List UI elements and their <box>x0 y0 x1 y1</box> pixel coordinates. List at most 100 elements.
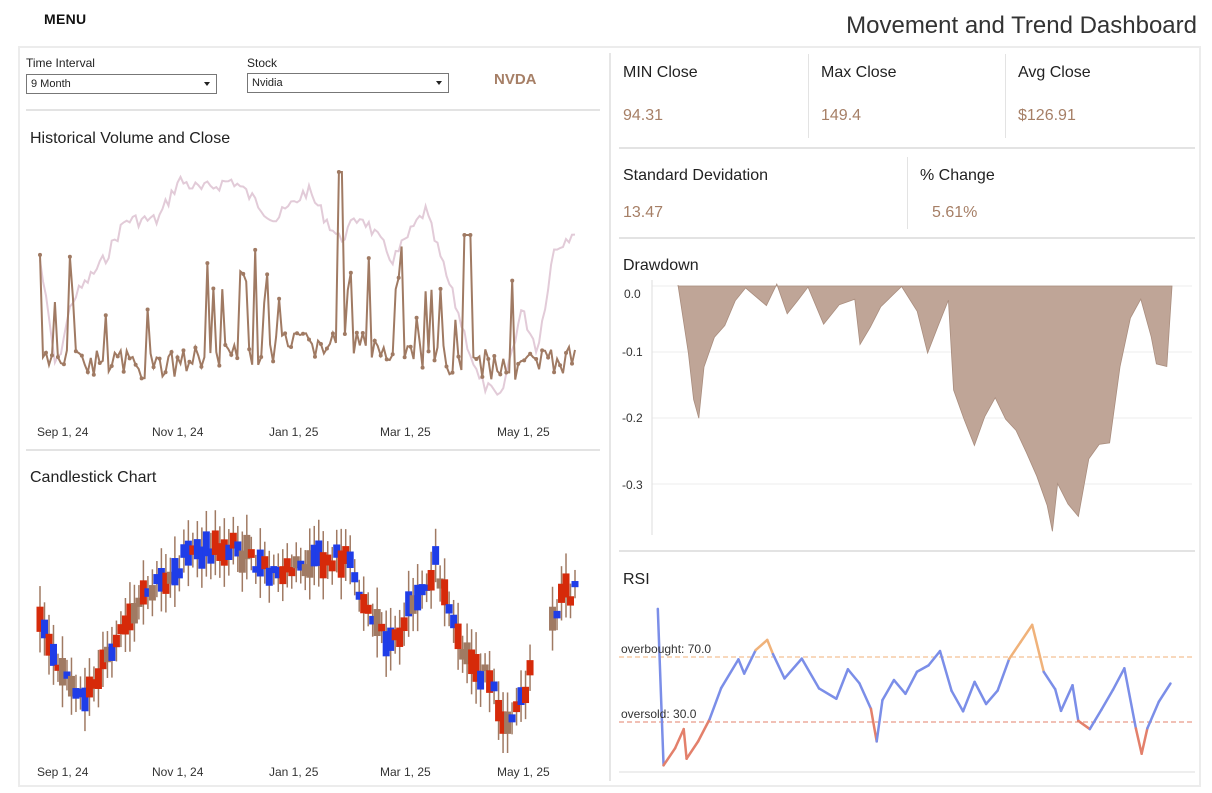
rsi-segment <box>1019 623 1034 644</box>
y-tick-label: -0.3 <box>622 478 643 492</box>
candle-body <box>427 569 435 591</box>
rsi-segment <box>1111 667 1126 692</box>
candle-body <box>180 544 188 558</box>
candle-body <box>459 649 467 660</box>
close-point <box>396 275 401 280</box>
close-point <box>67 254 72 259</box>
candle-body <box>99 649 107 670</box>
close-point <box>151 365 156 370</box>
rsi-segment <box>892 678 907 696</box>
close-point <box>486 356 491 361</box>
candle-body <box>126 603 134 631</box>
candle-body <box>108 643 116 661</box>
close-point <box>522 358 527 363</box>
candle-body <box>409 595 417 614</box>
candle-body <box>351 572 359 583</box>
candle-body <box>301 564 309 577</box>
close-point <box>139 376 144 381</box>
menu-button[interactable]: MENU <box>44 11 87 27</box>
kpi-min-close-value: 94.31 <box>623 107 664 124</box>
rsi-segment <box>1042 670 1057 691</box>
close-point <box>169 349 174 354</box>
close-point <box>181 348 186 353</box>
rsi-title: RSI <box>623 571 650 588</box>
rsi-segment <box>662 747 677 767</box>
close-point <box>420 365 425 370</box>
x-tick-label: Jan 1, 25 <box>269 765 319 779</box>
close-point <box>534 357 539 362</box>
ticker-symbol: NVDA <box>494 71 537 88</box>
stock-select[interactable]: Nvidia <box>247 73 449 93</box>
candle-body <box>441 579 449 606</box>
y-tick-label: -0.1 <box>622 345 643 359</box>
candle-body <box>468 649 476 675</box>
close-point <box>360 330 365 335</box>
rsi-segment <box>696 717 711 743</box>
candle-body <box>324 554 332 566</box>
close-point <box>450 370 455 375</box>
candle-body <box>328 560 336 572</box>
time-interval-select[interactable]: 9 Month <box>26 74 217 94</box>
close-point <box>217 363 222 368</box>
close-point <box>498 372 503 377</box>
rsi-segment <box>737 658 746 675</box>
close-point <box>211 286 216 291</box>
vertical-divider <box>609 53 611 781</box>
kpi-avg-close-value: $126.91 <box>1018 107 1076 124</box>
close-point <box>564 350 569 355</box>
close-point <box>241 271 246 276</box>
candle-body <box>94 668 102 689</box>
close-point <box>79 353 84 358</box>
candle-body <box>490 681 498 692</box>
candle-body <box>450 614 458 629</box>
candle-body <box>198 546 206 569</box>
candle-body <box>396 627 404 647</box>
candle-body <box>369 615 377 625</box>
candlestick-chart <box>36 510 579 754</box>
close-point <box>271 359 276 364</box>
rsi-segment <box>938 649 953 693</box>
candle-body <box>90 679 98 689</box>
y-tick-label: -0.2 <box>622 411 643 425</box>
candle-body <box>315 540 323 566</box>
rsi-segment <box>915 664 930 673</box>
rsi-segment <box>984 689 999 706</box>
close-point <box>97 360 102 365</box>
drawdown-area <box>677 283 1173 532</box>
kpi-pct-change-label: % Change <box>920 167 995 184</box>
close-point <box>468 233 473 237</box>
rsi-segment <box>846 668 861 685</box>
close-point <box>378 353 383 358</box>
rsi-segment <box>927 649 942 667</box>
close-point <box>492 354 497 359</box>
rsi-segment <box>1100 688 1115 712</box>
close-point <box>324 346 329 351</box>
close-point <box>540 348 545 353</box>
candle-body <box>283 558 291 573</box>
rsi-segment <box>835 668 850 701</box>
candle-body <box>418 584 426 596</box>
candle-body <box>508 714 516 723</box>
rsi-segment <box>685 740 700 760</box>
candle-body <box>40 619 48 639</box>
kpi-divider <box>808 54 809 138</box>
close-series-line <box>39 171 576 380</box>
candle-body <box>175 568 183 579</box>
close-point <box>223 342 228 347</box>
close-point <box>306 337 311 342</box>
close-point <box>510 278 515 283</box>
rsi-segment <box>1053 688 1063 713</box>
close-point <box>312 354 317 359</box>
close-point <box>157 356 162 361</box>
candle-body <box>243 534 251 560</box>
chevron-down-icon <box>204 82 210 86</box>
rsi-chart <box>619 607 1195 773</box>
candle-body <box>238 550 246 573</box>
candle-body <box>319 552 327 579</box>
candle-body <box>423 584 431 591</box>
candle-body <box>166 571 174 584</box>
candle-body <box>553 610 561 619</box>
rsi-segment <box>783 657 804 680</box>
close-point <box>348 270 353 275</box>
candle-body <box>405 591 413 617</box>
